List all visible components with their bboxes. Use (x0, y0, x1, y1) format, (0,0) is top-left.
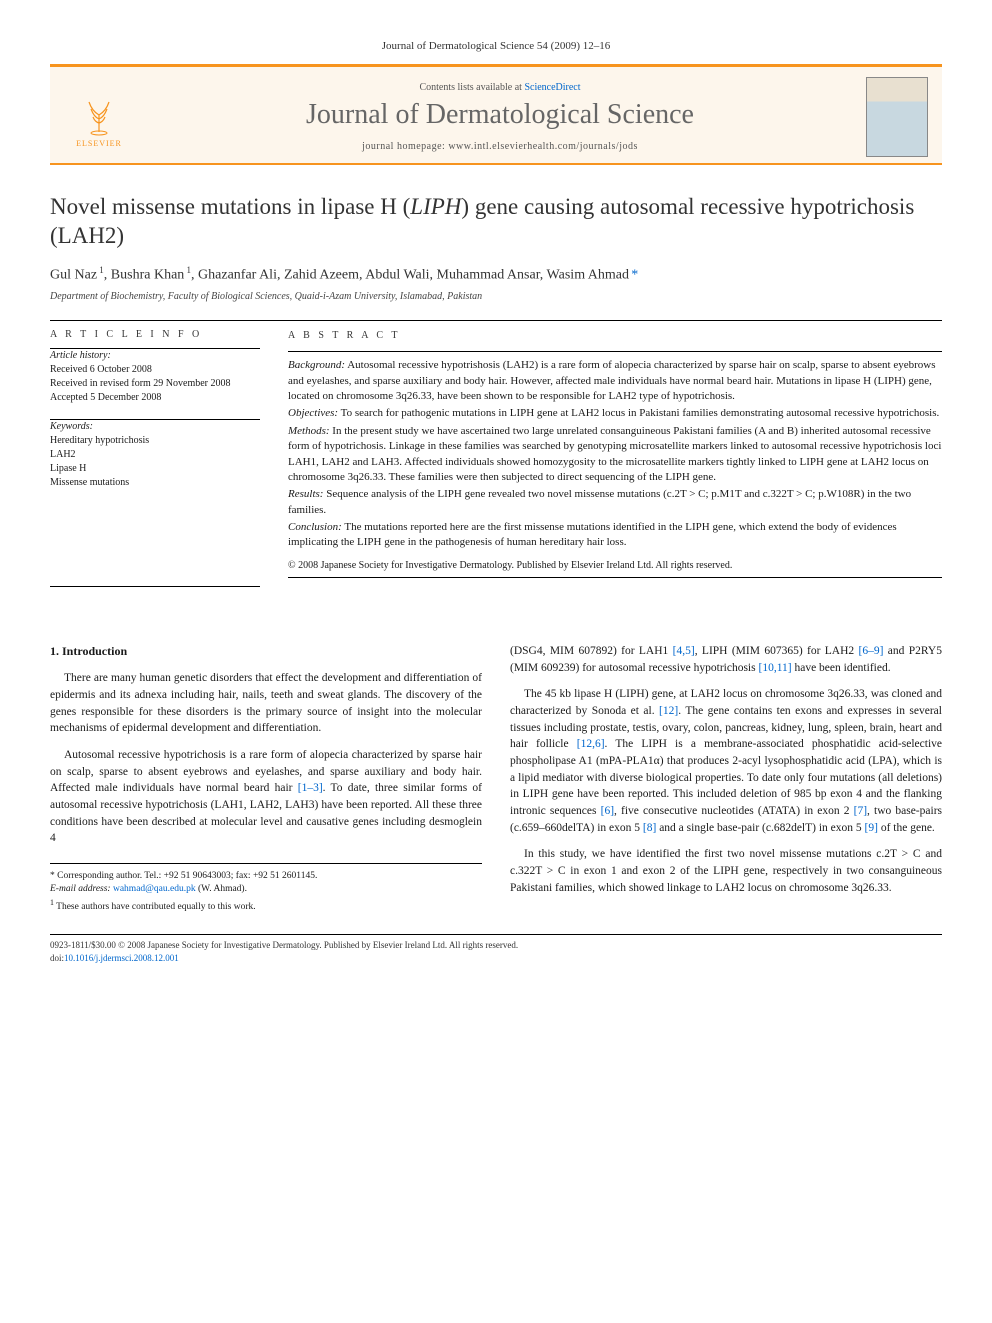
abstract-conclusion: The mutations reported here are the firs… (288, 521, 897, 548)
citation-link[interactable]: [8] (643, 822, 656, 834)
publisher-logo: ELSEVIER (64, 82, 134, 152)
body-left-column: 1. Introduction There are many human gen… (50, 643, 482, 914)
citation-link[interactable]: [1–3] (298, 782, 323, 794)
text-run: of the gene. (878, 822, 935, 834)
journal-homepage: journal homepage: www.intl.elsevierhealt… (152, 141, 848, 152)
abstract-copyright: © 2008 Japanese Society for Investigativ… (288, 559, 942, 573)
page-footer: 0923-1811/$30.00 © 2008 Japanese Society… (50, 934, 942, 964)
background-label: Background: (288, 359, 345, 371)
citation-link[interactable]: [4,5] (673, 645, 695, 657)
keyword: Hereditary hypotrichosis (50, 434, 260, 448)
divider (288, 577, 942, 578)
email-link[interactable]: wahmad@qau.edu.pk (113, 884, 196, 894)
methods-label: Methods: (288, 425, 330, 437)
revised-date: Received in revised form 29 November 200… (50, 377, 260, 391)
paragraph: In this study, we have identified the fi… (510, 846, 942, 896)
abstract-results: Sequence analysis of the LIPH gene revea… (288, 488, 911, 515)
citation-link[interactable]: [12,6] (577, 738, 605, 750)
objectives-label: Objectives: (288, 407, 338, 419)
keyword: LAH2 (50, 448, 260, 462)
elsevier-tree-icon (74, 87, 124, 137)
text-run: , LIPH (MIM 607365) for LAH2 (695, 645, 859, 657)
abstract-column: A B S T R A C T Background: Autosomal re… (288, 329, 942, 578)
doi-link[interactable]: 10.1016/j.jdermsci.2008.12.001 (64, 953, 179, 963)
article-title: Novel missense mutations in lipase H (LI… (50, 193, 942, 251)
citation-link[interactable]: [6] (601, 805, 614, 817)
text-run: and a single base-pair (c.682delT) in ex… (656, 822, 864, 834)
journal-cover-thumbnail (866, 77, 928, 157)
equal-contribution-note: 1 These authors have contributed equally… (50, 897, 482, 914)
journal-title: Journal of Dermatological Science (152, 99, 848, 131)
article-info-heading: A R T I C L E I N F O (50, 329, 260, 340)
email-suffix: (W. Ahmad). (196, 884, 247, 894)
keywords-label: Keywords: (50, 420, 260, 434)
corresponding-author-marker[interactable]: * (631, 267, 638, 282)
email-label: E-mail address: (50, 884, 111, 894)
contents-available: Contents lists available at ScienceDirec… (152, 82, 848, 93)
article-info-column: A R T I C L E I N F O Article history: R… (50, 329, 260, 578)
paragraph: Autosomal recessive hypotrichosis is a r… (50, 747, 482, 847)
footer-copyright: 0923-1811/$30.00 © 2008 Japanese Society… (50, 939, 942, 952)
text-run: have been identified. (792, 662, 891, 674)
author-list: Gul Naz 1, Bushra Khan 1, Ghazanfar Ali,… (50, 265, 942, 284)
citation-link[interactable]: [6–9] (859, 645, 884, 657)
abstract-heading: A B S T R A C T (288, 329, 942, 343)
citation-link[interactable]: [7] (854, 805, 867, 817)
paragraph: There are many human genetic disorders t… (50, 670, 482, 737)
affiliation: Department of Biochemistry, Faculty of B… (50, 291, 942, 302)
text-run: , five consecutive nucleotides (ATATA) i… (614, 805, 854, 817)
body-right-column: (DSG4, MIM 607892) for LAH1 [4,5], LIPH … (510, 643, 942, 914)
paragraph: The 45 kb lipase H (LIPH) gene, at LAH2 … (510, 686, 942, 836)
paragraph: (DSG4, MIM 607892) for LAH1 [4,5], LIPH … (510, 643, 942, 676)
citation-link[interactable]: [10,11] (758, 662, 791, 674)
divider (50, 320, 942, 321)
section-heading: 1. Introduction (50, 643, 482, 660)
history-label: Article history: (50, 349, 260, 363)
doi-label: doi: (50, 953, 64, 963)
citation-link[interactable]: [9] (865, 822, 878, 834)
accepted-date: Accepted 5 December 2008 (50, 391, 260, 405)
received-date: Received 6 October 2008 (50, 363, 260, 377)
citation-link[interactable]: [12] (659, 705, 678, 717)
text-run: (DSG4, MIM 607892) for LAH1 (510, 645, 673, 657)
abstract-background: Autosomal recessive hypotrishosis (LAH2)… (288, 359, 935, 402)
contents-prefix: Contents lists available at (419, 82, 524, 93)
results-label: Results: (288, 488, 323, 500)
abstract-objectives: To search for pathogenic mutations in LI… (341, 407, 940, 419)
sciencedirect-link[interactable]: ScienceDirect (524, 82, 580, 93)
publisher-name: ELSEVIER (76, 139, 122, 148)
conclusion-label: Conclusion: (288, 521, 342, 533)
abstract-methods: In the present study we have ascertained… (288, 425, 941, 483)
journal-header: ELSEVIER Contents lists available at Sci… (50, 64, 942, 165)
running-citation: Journal of Dermatological Science 54 (20… (50, 40, 942, 52)
corresponding-note: * Corresponding author. Tel.: +92 51 906… (50, 870, 482, 883)
body-two-column: 1. Introduction There are many human gen… (50, 643, 942, 914)
divider (50, 586, 260, 587)
footnotes-block: * Corresponding author. Tel.: +92 51 906… (50, 863, 482, 914)
divider (50, 934, 942, 935)
keyword: Lipase H (50, 462, 260, 476)
keyword: Missense mutations (50, 476, 260, 490)
